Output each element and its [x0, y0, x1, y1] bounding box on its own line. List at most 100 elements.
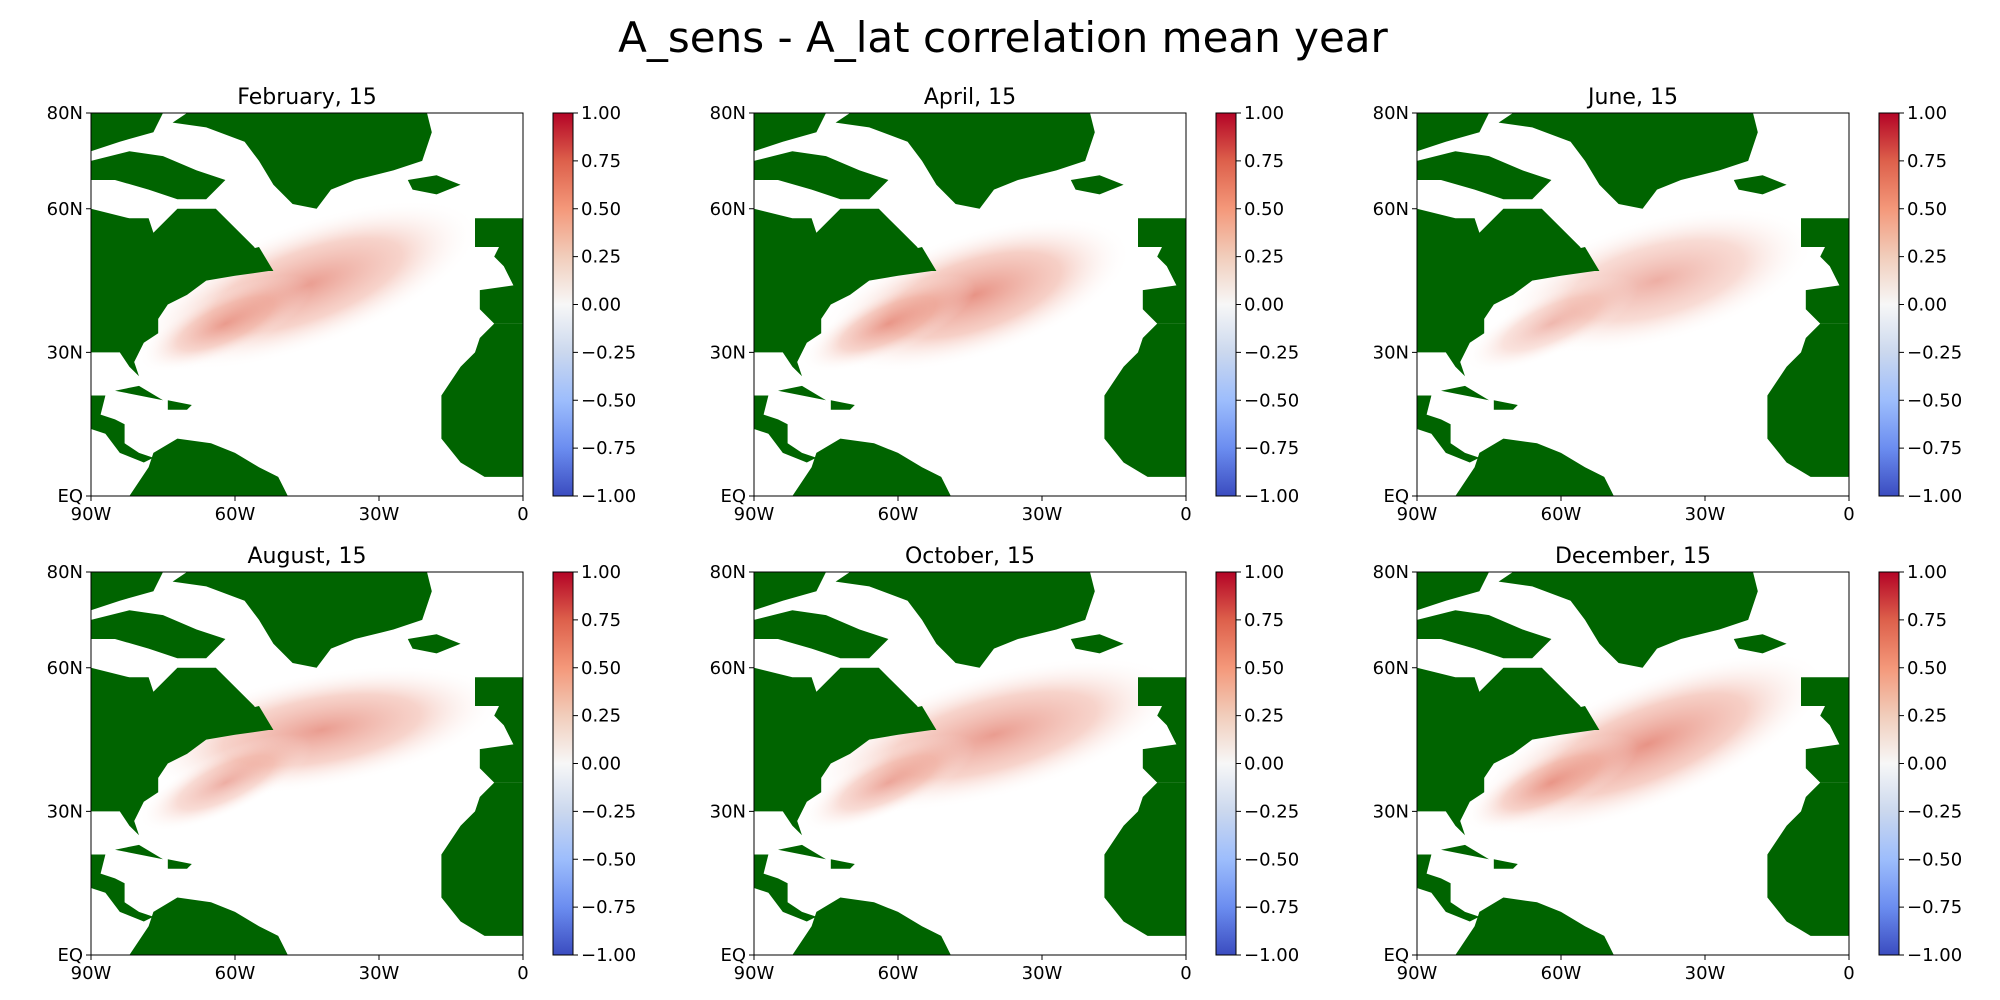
y-tick-label: 80N [1373, 103, 1409, 124]
y-tick-label: 60N [47, 199, 83, 220]
land-newfoundland [239, 247, 274, 271]
x-tick-label: 0 [517, 963, 528, 984]
panel-title: October, 15 [905, 544, 1035, 569]
colorbar-tick-label: −0.50 [1244, 849, 1299, 870]
colorbar-tick-label: −0.75 [1907, 438, 1962, 459]
y-tick-label: 30N [47, 342, 83, 363]
colorbar-tick-label: 0.50 [1907, 658, 1947, 679]
land-canadaArctic [1417, 572, 1489, 611]
x-tick-label: 60W [215, 504, 256, 525]
x-tick-label: 90W [734, 504, 775, 525]
land-africa [1767, 782, 1849, 936]
plot-frame [90, 571, 524, 956]
colorbar-tick-label: 1.00 [1907, 562, 1947, 583]
colorbar-tick-label: 1.00 [1244, 103, 1284, 124]
land-newfoundland [1565, 706, 1600, 730]
colorbar-tick-label: −0.75 [1244, 438, 1299, 459]
y-tick-label: EQ [57, 945, 83, 966]
land-africa [1104, 782, 1186, 936]
land-hispaniola [830, 400, 855, 410]
land-southAmerica [129, 897, 288, 955]
colorbar-tick-label: −0.75 [1244, 897, 1299, 918]
land-mexico [1417, 854, 1480, 922]
land-southAmerica [1455, 897, 1614, 955]
land-europe [1801, 677, 1849, 783]
x-tick-label: 30W [1685, 963, 1726, 984]
correlation-field [1464, 274, 1639, 373]
x-tick-label: 90W [1397, 963, 1438, 984]
correlation-field [801, 733, 976, 832]
y-tick-label: 30N [1373, 801, 1409, 822]
colorbar-tick-label: 1.00 [581, 562, 621, 583]
plot-frame [753, 112, 1187, 497]
land-iceland [1733, 175, 1787, 195]
land-mexico [754, 854, 817, 922]
land-iceland [1070, 175, 1124, 195]
x-tick-label: 90W [71, 963, 112, 984]
land-greenland [172, 113, 432, 209]
colorbar-tick-label: 0.25 [1907, 247, 1947, 268]
land-canadaArctic [754, 572, 826, 611]
land-cuba [115, 844, 163, 860]
y-tick-label: EQ [1383, 945, 1409, 966]
land-northAmerica [754, 667, 932, 836]
land-baffin [91, 151, 226, 200]
colorbar-tick-label: 0.75 [1244, 610, 1284, 631]
plot-frame [90, 112, 524, 497]
y-tick-label: EQ [720, 486, 746, 507]
plot-frame [753, 571, 1187, 956]
land-europe [1801, 218, 1849, 324]
land-canadaArctic [1417, 113, 1489, 152]
colorbar-tick-label: −0.50 [1907, 849, 1962, 870]
colorbar-tick-label: −0.50 [1244, 390, 1299, 411]
land-newfoundland [902, 247, 937, 271]
colorbar-tick-label: 0.25 [581, 247, 621, 268]
colorbar-tick-label: −0.25 [1907, 801, 1962, 822]
colorbar-tick-label: −1.00 [1907, 486, 1962, 507]
land-canadaArctic [754, 113, 826, 152]
x-tick-label: 30W [1022, 504, 1063, 525]
land-africa [441, 782, 523, 936]
correlation-field [801, 274, 976, 373]
land-southAmerica [129, 438, 288, 496]
land-greenland [172, 572, 432, 668]
colorbar-tick-label: 0.75 [1907, 610, 1947, 631]
figure-title: A_sens - A_lat correlation mean year [618, 13, 1388, 62]
x-tick-label: 90W [1397, 504, 1438, 525]
colorbar-tick-label: 0.00 [581, 754, 621, 775]
colorbar-tick-label: 0.50 [581, 658, 621, 679]
colorbar-tick-label: −0.25 [1244, 342, 1299, 363]
colorbar-tick-label: 0.00 [581, 295, 621, 316]
colorbar-tick-label: −0.50 [1907, 390, 1962, 411]
land-baffin [754, 151, 889, 200]
colorbar-tick-label: 0.75 [1907, 151, 1947, 172]
land-baffin [754, 610, 889, 659]
land-mexico [754, 395, 817, 463]
land-baffin [91, 610, 226, 659]
y-tick-label: 60N [710, 199, 746, 220]
land-cuba [115, 385, 163, 401]
colorbar-tick-label: 0.00 [1244, 295, 1284, 316]
land-europe [1138, 677, 1186, 783]
map-area [754, 572, 1186, 955]
map-area [1417, 572, 1849, 955]
colorbar-tick-label: −0.25 [1244, 801, 1299, 822]
land-northAmerica [91, 208, 269, 377]
land-cuba [778, 385, 826, 401]
land-cuba [1441, 844, 1489, 860]
land-europe [1138, 218, 1186, 324]
colorbar-tick-label: −1.00 [1907, 945, 1962, 966]
colorbar-tick-label: 0.00 [1907, 754, 1947, 775]
y-tick-label: 30N [47, 801, 83, 822]
colorbar-tick-label: 0.25 [581, 706, 621, 727]
colorbar [1215, 112, 1237, 497]
x-tick-label: 90W [734, 963, 775, 984]
y-tick-label: 60N [1373, 658, 1409, 679]
colorbar-tick-label: −0.25 [581, 801, 636, 822]
land-europe [475, 677, 523, 783]
map-area [754, 113, 1186, 496]
land-northAmerica [754, 208, 932, 377]
